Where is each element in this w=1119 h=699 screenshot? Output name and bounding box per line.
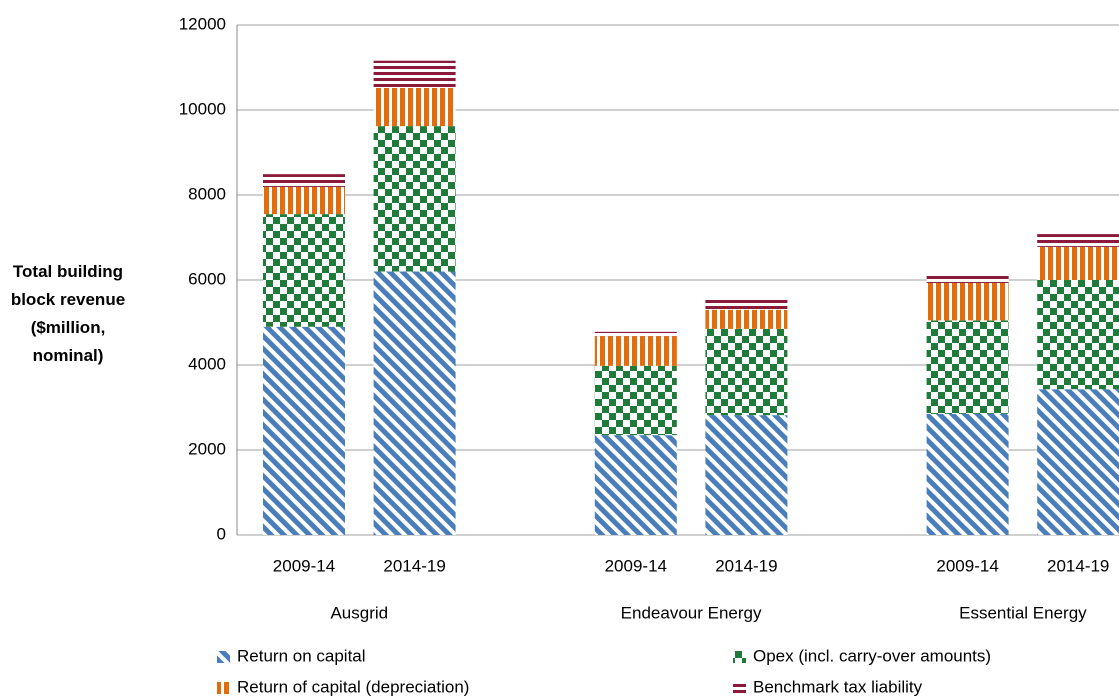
y-tick-label: 4000 xyxy=(188,354,226,373)
bar-segment xyxy=(373,60,456,88)
bar-segment xyxy=(705,328,788,416)
bar-segment xyxy=(594,336,677,366)
y-tick-label: 0 xyxy=(217,524,226,543)
x-tick-label: 2014-19 xyxy=(715,556,777,575)
y-tick-label: 12000 xyxy=(179,14,226,33)
bar-segment xyxy=(263,186,345,215)
bar-segment xyxy=(594,365,677,436)
y-tick-label: 8000 xyxy=(188,184,226,203)
legend-swatch xyxy=(733,651,746,663)
bar-segment xyxy=(705,297,788,310)
group-label: Ausgrid xyxy=(330,603,388,622)
bar-segment xyxy=(263,174,345,187)
bar-segment xyxy=(926,275,1009,283)
y-tick-label: 2000 xyxy=(188,439,226,458)
legend-swatch xyxy=(733,682,746,694)
legend-label: Benchmark tax liability xyxy=(753,677,923,696)
bar-segment xyxy=(594,435,677,535)
legend-label: Return on capital xyxy=(237,646,366,665)
bar-segment xyxy=(263,326,345,535)
bar-segment xyxy=(926,413,1009,535)
bar-segment xyxy=(1037,280,1119,390)
legend-swatch xyxy=(217,651,230,663)
group-label: Endeavour Energy xyxy=(621,603,762,622)
bar-segment xyxy=(1037,234,1119,247)
legend-label: Opex (incl. carry-over amounts) xyxy=(753,646,991,665)
y-tick-label: 6000 xyxy=(188,269,226,288)
bar-segment xyxy=(705,309,788,329)
y-tick-label: 10000 xyxy=(179,99,226,118)
legend-swatch xyxy=(217,682,230,694)
bar-segment xyxy=(1037,246,1119,280)
x-tick-label: 2014-19 xyxy=(383,556,445,575)
x-tick-label: 2014-19 xyxy=(1047,556,1109,575)
y-axis-label: Total building block revenue ($million, … xyxy=(10,262,126,365)
bar-segment xyxy=(373,126,456,272)
legend-label: Return of capital (depreciation) xyxy=(237,677,469,696)
bar-segment xyxy=(926,282,1009,321)
x-tick-label: 2009-14 xyxy=(605,556,667,575)
bar-segment xyxy=(705,415,788,535)
bar-segment xyxy=(263,214,345,327)
x-tick-label: 2009-14 xyxy=(936,556,998,575)
x-tick-label: 2009-14 xyxy=(273,556,335,575)
bar-segment xyxy=(594,331,677,337)
bar-segment xyxy=(926,320,1009,414)
bar-segment xyxy=(373,87,456,127)
bar-segment xyxy=(373,271,456,535)
bar-segment xyxy=(1037,389,1119,535)
group-label: Essential Energy xyxy=(959,603,1087,622)
